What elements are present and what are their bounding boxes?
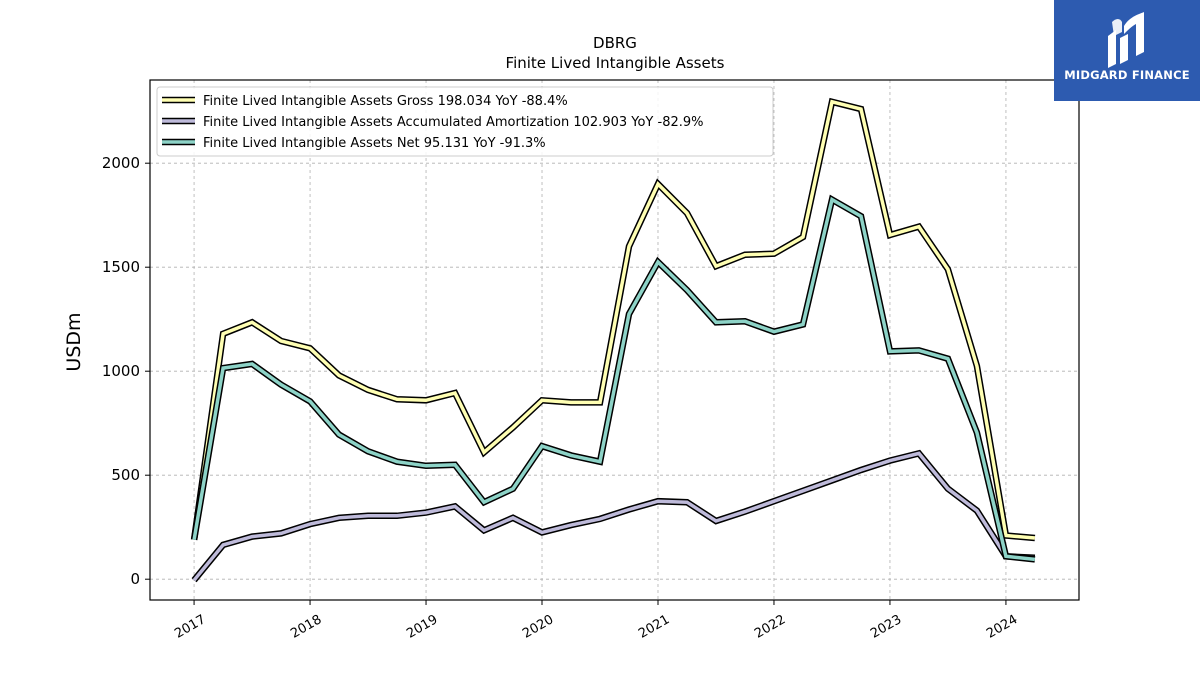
y-axis-label: USDm [63,312,85,371]
chart-subtitle: Finite Lived Intangible Assets [506,54,725,72]
y-tick-label: 0 [130,570,140,588]
series-line [192,451,1035,582]
axis-layer: 0 500 1000 1500 2000 2017 2018 2019 2020 2021 2022… [102,154,1020,642]
x-tick-label: 2023 [868,612,904,642]
series-line [192,99,1036,540]
legend-frame [156,86,774,157]
y-tick-label: 2000 [102,154,140,172]
logo-mark-icon [1108,12,1144,68]
y-tick-label: 500 [111,466,140,484]
x-tick-label: 2019 [404,612,440,642]
legend-label: Finite Lived Intangible Assets Net 95.13… [203,136,546,151]
legend-item: Finite Lived Intangible Assets Accumulat… [162,115,704,130]
legend-item: Finite Lived Intangible Assets Gross 198… [162,94,568,109]
x-tick-label: 2021 [636,612,672,642]
chart-title: DBRG [593,34,637,52]
series-line-outline [191,449,1036,583]
x-tick-label: 2017 [172,612,208,642]
y-tick-label: 1000 [102,362,140,380]
series-line [192,196,1036,562]
series-3 [190,194,1036,563]
legend-label: Finite Lived Intangible Assets Accumulat… [203,115,704,130]
series-1 [190,97,1036,542]
plot-frame [149,79,1080,601]
legend-label: Finite Lived Intangible Assets Gross 198… [203,94,568,109]
x-tick-label: 2018 [288,612,324,642]
grid-layer [150,80,1079,600]
series-layer [190,97,1036,583]
logo-text: MIDGARD FINANCE [1064,68,1190,82]
x-tick-label: 2024 [984,612,1020,642]
x-tick-label: 2020 [520,612,556,642]
series-2 [191,449,1036,583]
y-tick-label: 1500 [102,258,140,276]
brand-logo: MIDGARD FINANCE [1054,0,1200,101]
x-tick-label: 2022 [752,612,788,642]
legend: Finite Lived Intangible Assets Gross 198… [156,86,774,157]
legend-item: Finite Lived Intangible Assets Net 95.13… [162,136,546,151]
